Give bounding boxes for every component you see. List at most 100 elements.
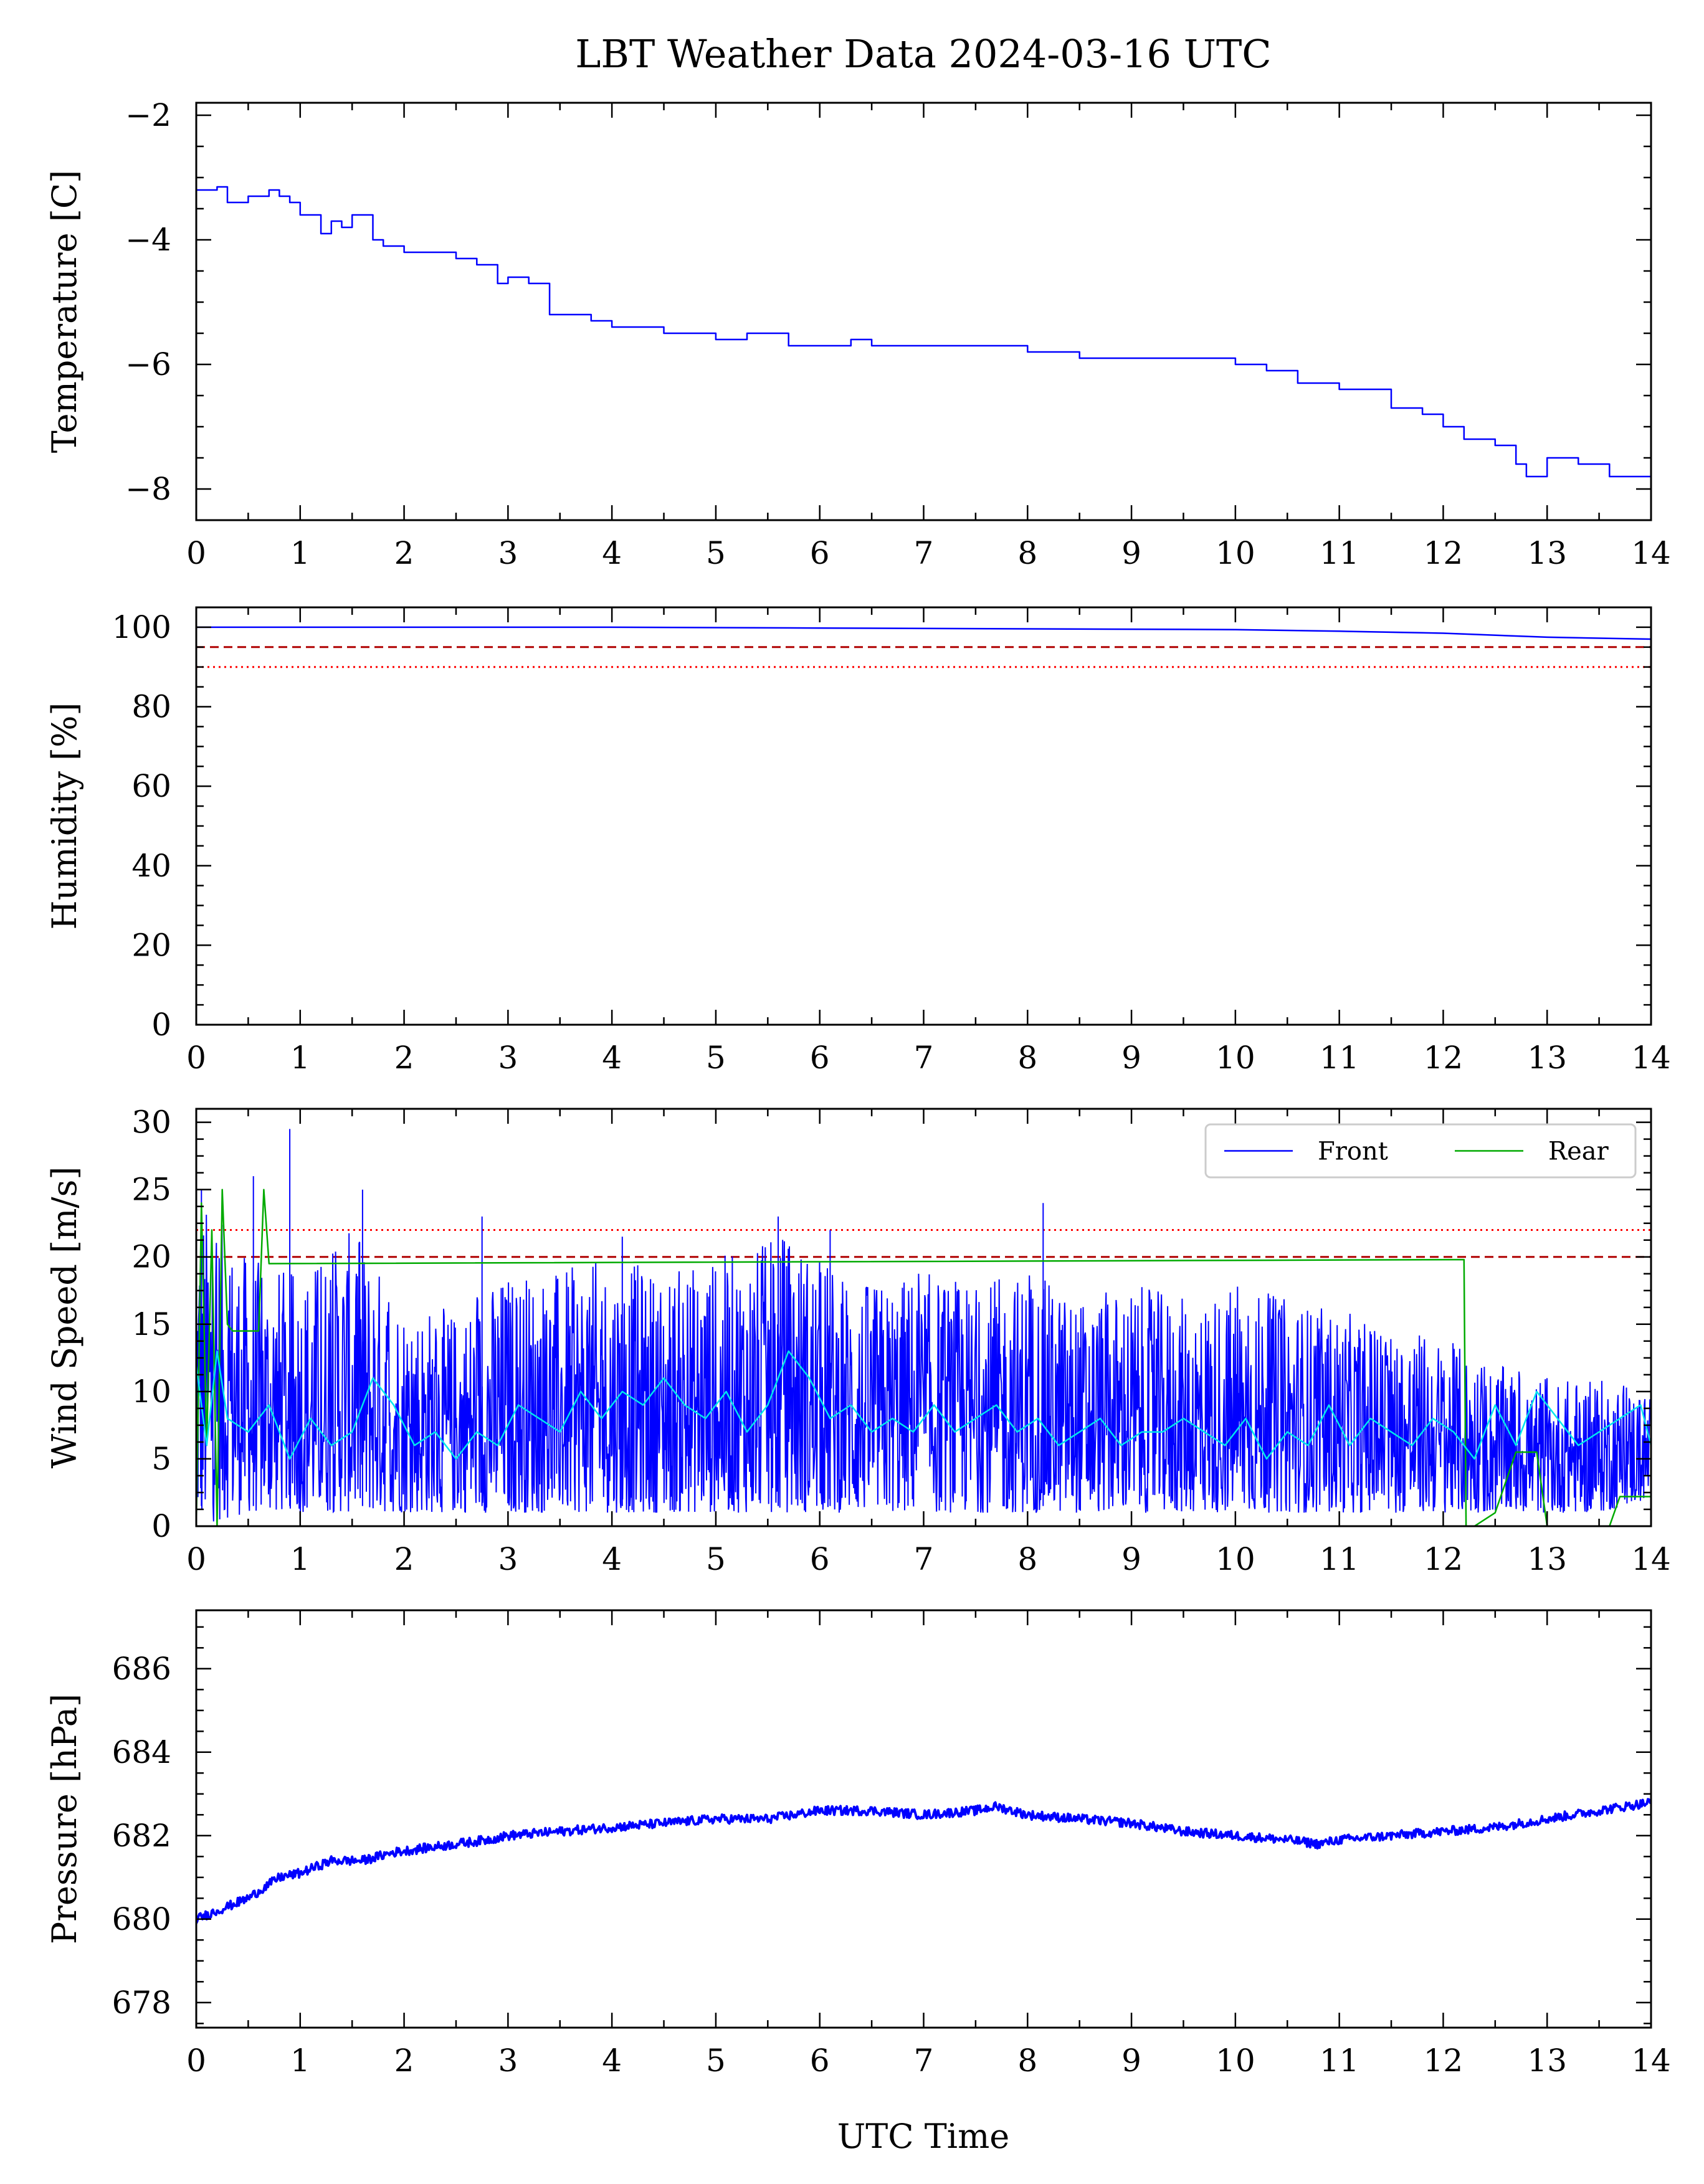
y-tick-label: 20	[131, 927, 171, 963]
x-tick-label: 7	[914, 2043, 934, 2079]
x-tick-label: 13	[1527, 1541, 1567, 1577]
x-tick-label: 12	[1424, 1040, 1464, 1076]
x-tick-label: 4	[602, 1541, 622, 1577]
y-tick-label: 25	[131, 1172, 171, 1208]
x-tick-label: 3	[498, 1040, 518, 1076]
x-tick-label: 3	[498, 2043, 518, 2079]
y-tick-label: 5	[151, 1441, 171, 1477]
x-tick-label: 1	[290, 1040, 310, 1076]
x-tick-label: 9	[1121, 535, 1141, 571]
x-tick-label: 11	[1320, 535, 1359, 571]
x-tick-label: 5	[706, 1541, 726, 1577]
y-tick-label: 682	[112, 1818, 171, 1854]
axes-frame	[195, 102, 1652, 521]
figure-title: LBT Weather Data 2024-03-16 UTC	[575, 31, 1271, 77]
x-tick-label: 7	[914, 535, 934, 571]
x-tick-label: 11	[1320, 1040, 1359, 1076]
x-tick-label: 14	[1631, 2043, 1671, 2079]
x-tick-label: 3	[498, 535, 518, 571]
series-line-3	[196, 1350, 1651, 1460]
x-tick-label: 2	[394, 2043, 414, 2079]
y-tick-label: −6	[125, 346, 171, 382]
y-tick-label: 0	[151, 1508, 171, 1544]
x-tick-label: 2	[394, 1040, 414, 1076]
x-tick-label: 4	[602, 1040, 622, 1076]
x-tick-label: 0	[186, 1040, 206, 1076]
x-tick-label: 12	[1424, 535, 1464, 571]
y-tick-label: 0	[151, 1007, 171, 1043]
x-tick-label: 11	[1320, 2043, 1359, 2079]
legend-label-rear: Rear	[1548, 1137, 1609, 1166]
x-tick-label: 10	[1216, 2043, 1255, 2079]
y-tick-label: 10	[131, 1374, 171, 1410]
x-tick-label: 14	[1631, 1541, 1671, 1577]
plot-area	[196, 626, 1651, 668]
x-tick-label: 4	[602, 2043, 622, 2079]
y-tick-label: 686	[112, 1651, 171, 1687]
y-axis-label: Temperature [C]	[45, 170, 84, 453]
x-tick-label: 8	[1017, 1040, 1037, 1076]
x-tick-label: 7	[914, 1541, 934, 1577]
x-tick-label: 10	[1216, 1541, 1255, 1577]
x-tick-label: 0	[186, 535, 206, 571]
y-tick-label: 60	[131, 768, 171, 804]
y-tick-label: 80	[131, 689, 171, 725]
y-tick-label: 100	[112, 609, 171, 645]
x-tick-label: 5	[706, 1040, 726, 1076]
y-tick-label: 20	[131, 1239, 171, 1275]
x-tick-label: 8	[1017, 2043, 1037, 2079]
y-tick-label: 680	[112, 1901, 171, 1937]
y-tick-label: −2	[125, 97, 171, 133]
series-line-1	[196, 186, 1651, 478]
x-tick-label: 2	[394, 535, 414, 571]
x-tick-label: 4	[602, 535, 622, 571]
legend-box	[1204, 1123, 1637, 1179]
y-axis-label: Pressure [hPa]	[45, 1694, 84, 1944]
x-tick-label: 5	[706, 2043, 726, 2079]
x-tick-label: 6	[810, 535, 830, 571]
y-tick-label: −4	[125, 222, 171, 258]
plot-area	[196, 186, 1651, 478]
panel-4: 0 1 2 3 4 5 6 7 8 9 10 11 12 13 14678680682684686Press…	[45, 1609, 1671, 2079]
x-tick-label: 7	[914, 1040, 934, 1076]
series-line-1	[196, 626, 1651, 640]
x-tick-label: 1	[290, 2043, 310, 2079]
x-tick-label: 9	[1121, 1541, 1141, 1577]
x-tick-label: 13	[1527, 2043, 1567, 2079]
x-tick-label: 0	[186, 2043, 206, 2079]
x-tick-label: 14	[1631, 1040, 1671, 1076]
x-tick-label: 9	[1121, 1040, 1141, 1076]
series-front-line	[196, 1129, 1651, 1522]
y-axis-label: Humidity [%]	[45, 702, 84, 929]
y-tick-label: 678	[112, 1985, 171, 2021]
x-tick-label: 10	[1216, 1040, 1255, 1076]
x-tick-label: 2	[394, 1541, 414, 1577]
x-tick-label: 11	[1320, 1541, 1359, 1577]
x-tick-label: 8	[1017, 535, 1037, 571]
y-tick-label: 40	[131, 848, 171, 884]
axes-frame	[195, 606, 1652, 1026]
x-tick-label: 6	[810, 1040, 830, 1076]
legend-label-front: Front	[1318, 1137, 1388, 1166]
series-rear-line	[196, 1189, 1651, 1526]
y-tick-label: 15	[131, 1306, 171, 1342]
x-tick-label: 1	[290, 1541, 310, 1577]
x-tick-label: 8	[1017, 1541, 1037, 1577]
x-tick-label: 13	[1527, 1040, 1567, 1076]
x-tick-label: 12	[1424, 2043, 1464, 2079]
chart-panels: 0 1 2 3 4 5 6 7 8 9 10 11 12 13 14−8−6−4−2Temperature …	[45, 97, 1671, 2079]
series-line-1	[196, 1798, 1651, 1924]
y-tick-label: 684	[112, 1734, 171, 1770]
x-tick-label: 5	[706, 535, 726, 571]
y-tick-label: −8	[125, 471, 171, 507]
panel-1: 0 1 2 3 4 5 6 7 8 9 10 11 12 13 14−8−6−4−2Temperature …	[45, 97, 1671, 571]
x-tick-label: 3	[498, 1541, 518, 1577]
x-tick-label: 9	[1121, 2043, 1141, 2079]
x-tick-label: 1	[290, 535, 310, 571]
x-tick-label: 10	[1216, 535, 1255, 571]
x-tick-label: 6	[810, 1541, 830, 1577]
x-tick-label: 13	[1527, 535, 1567, 571]
x-tick-label: 0	[186, 1541, 206, 1577]
